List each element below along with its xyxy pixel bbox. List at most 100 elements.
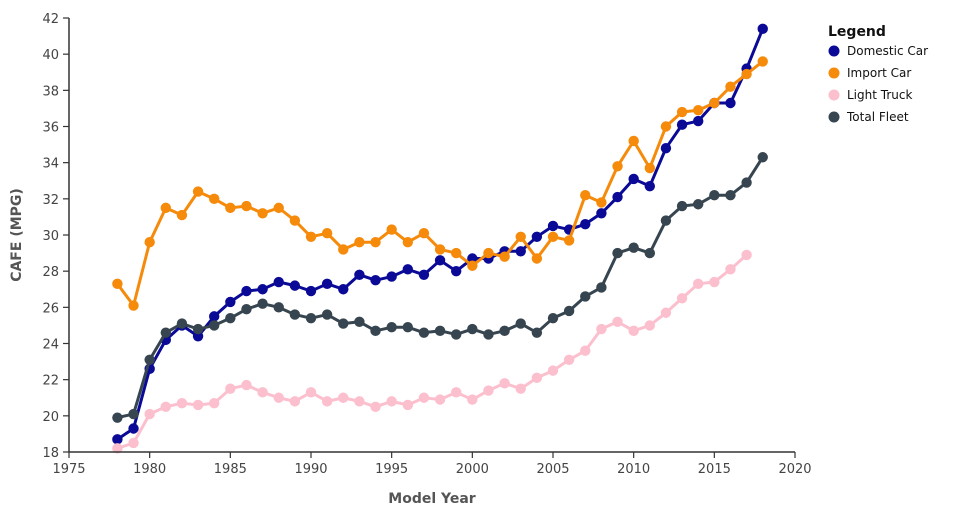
x-tick-label: 1985 (214, 462, 247, 477)
y-tick-label: 40 (42, 48, 59, 63)
data-point-import-car (531, 253, 543, 264)
data-point-domestic-car (531, 231, 543, 243)
data-point-total-fleet (354, 316, 365, 327)
data-point-total-fleet (370, 325, 381, 337)
data-point-domestic-car (338, 284, 349, 295)
data-point-total-fleet (676, 200, 688, 212)
data-point-light-truck (644, 320, 655, 331)
data-point-import-car (741, 68, 752, 80)
legend-title: Legend (828, 24, 886, 40)
data-point-total-fleet (531, 327, 543, 338)
series-line-import-car (116, 60, 764, 308)
data-point-light-truck (499, 378, 510, 389)
data-point-import-car (192, 186, 204, 197)
data-point-domestic-car (596, 208, 607, 219)
data-point-light-truck (305, 387, 317, 398)
data-point-light-truck (596, 323, 607, 335)
data-point-light-truck (386, 396, 397, 407)
y-tick-label: 30 (42, 229, 59, 244)
x-tick-label: 2010 (617, 462, 650, 477)
data-point-import-car (289, 215, 301, 226)
data-point-total-fleet (160, 327, 171, 338)
data-point-domestic-car (354, 269, 365, 280)
data-point-import-car (434, 244, 446, 255)
data-point-light-truck (112, 443, 123, 454)
data-point-import-car (338, 244, 349, 255)
x-tick-label: 2000 (456, 462, 489, 477)
data-point-total-fleet (176, 318, 188, 329)
data-point-import-car (596, 197, 607, 208)
legend-label-total-fleet: Total Fleet (846, 110, 909, 124)
data-point-light-truck (209, 397, 220, 409)
data-point-total-fleet (709, 190, 720, 201)
data-point-import-car (757, 56, 768, 67)
data-point-domestic-car (580, 218, 591, 230)
data-point-import-car (725, 81, 736, 92)
data-point-domestic-car (112, 434, 123, 445)
data-point-light-truck (192, 399, 204, 411)
series-light-truck (112, 249, 752, 454)
data-point-import-car (370, 237, 381, 248)
data-point-total-fleet (257, 298, 268, 309)
data-point-light-truck (547, 365, 559, 376)
data-point-light-truck (370, 401, 381, 412)
data-point-light-truck (273, 392, 284, 403)
data-point-domestic-car (225, 296, 236, 308)
x-tick-label: 2020 (778, 462, 811, 477)
data-point-total-fleet (563, 305, 575, 317)
data-point-total-fleet (192, 323, 204, 335)
data-point-import-car (128, 300, 139, 311)
plot-series (112, 23, 768, 454)
y-tick-label: 36 (42, 121, 59, 136)
data-point-domestic-car (467, 253, 478, 264)
data-point-total-fleet (628, 242, 639, 253)
data-point-import-car (563, 235, 575, 246)
y-ticks: 18 20 22 24 26 28 30 32 34 36 38 40 42 (42, 12, 69, 461)
data-point-domestic-car (547, 220, 559, 232)
y-tick-label: 34 (42, 157, 59, 172)
data-point-light-truck (451, 387, 462, 398)
data-point-import-car (402, 237, 413, 248)
data-point-domestic-car (257, 284, 268, 295)
x-ticks: 1975 1980 1985 1990 1995 2000 2005 2010 2015 2020 (52, 452, 812, 477)
data-point-domestic-car (660, 143, 672, 154)
data-point-total-fleet (241, 303, 252, 315)
data-point-total-fleet (434, 325, 446, 337)
data-point-total-fleet (596, 282, 607, 293)
data-point-import-car (160, 202, 171, 214)
data-point-total-fleet (273, 302, 284, 313)
data-point-import-car (467, 260, 478, 271)
data-point-import-car (144, 237, 155, 248)
data-point-light-truck (289, 396, 301, 407)
data-point-domestic-car (241, 285, 252, 297)
x-tick-label: 1975 (52, 462, 85, 477)
data-point-import-car (354, 237, 365, 248)
data-point-light-truck (176, 397, 188, 409)
data-point-total-fleet (644, 247, 655, 259)
data-point-light-truck (321, 396, 333, 407)
series-line-light-truck (116, 253, 748, 450)
data-point-domestic-car (386, 271, 397, 282)
data-point-import-car (693, 105, 704, 116)
data-point-light-truck (144, 408, 155, 420)
data-point-domestic-car (128, 423, 139, 434)
data-point-domestic-car (434, 255, 446, 266)
data-point-light-truck (483, 385, 494, 396)
data-point-light-truck (660, 307, 672, 318)
data-point-domestic-car (289, 280, 301, 291)
data-point-total-fleet (305, 312, 317, 324)
data-point-domestic-car (370, 275, 381, 286)
data-point-domestic-car (402, 264, 413, 275)
data-point-import-car (612, 161, 623, 172)
legend-marker-import-car (828, 67, 840, 79)
x-tick-label: 1995 (375, 462, 408, 477)
x-tick-label: 2005 (536, 462, 569, 477)
data-point-light-truck (531, 372, 543, 384)
y-tick-label: 26 (42, 301, 59, 316)
data-point-total-fleet (499, 325, 510, 337)
data-point-total-fleet (660, 215, 672, 226)
data-point-total-fleet (451, 329, 462, 340)
data-point-import-car (386, 224, 397, 235)
data-point-import-car (628, 135, 639, 147)
data-point-total-fleet (386, 322, 397, 333)
